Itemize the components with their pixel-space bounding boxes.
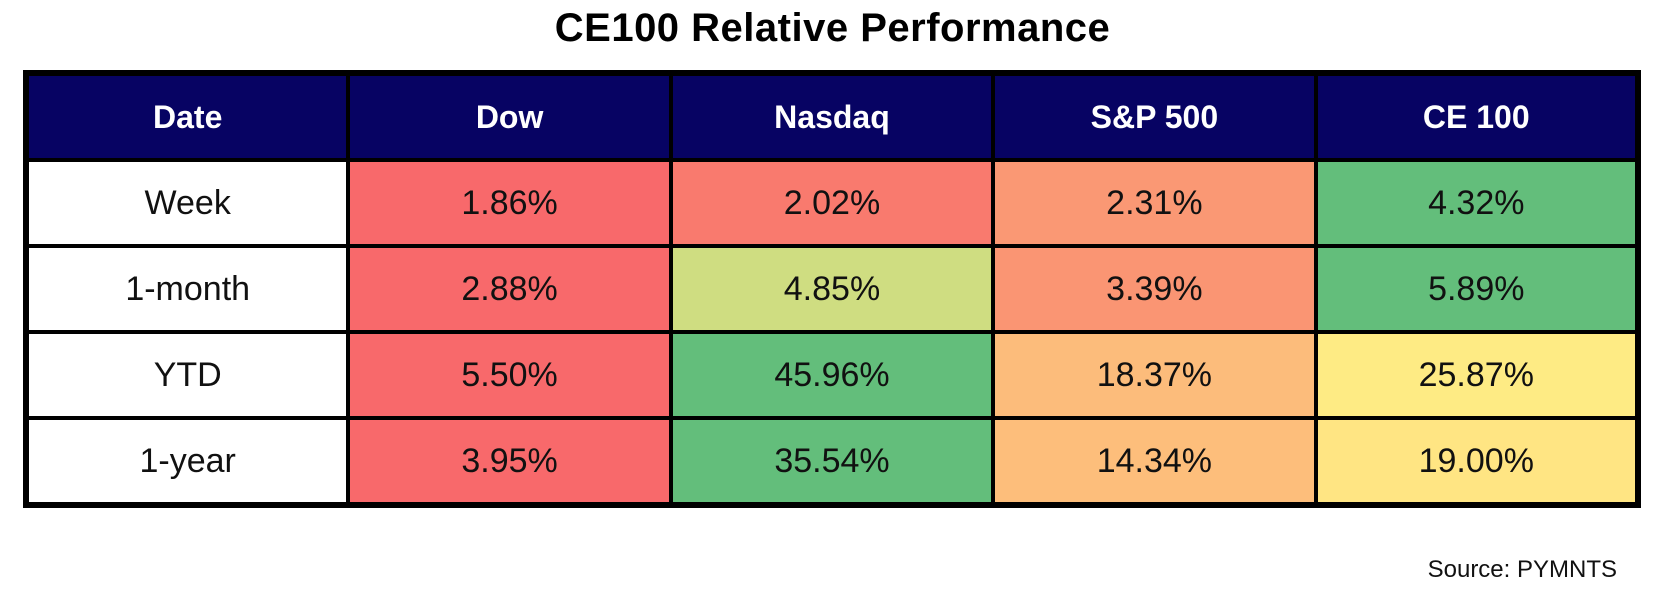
table-row-1-month: 1-month 2.88% 4.85% 3.39% 5.89% — [23, 244, 1641, 334]
performance-table: Date Dow Nasdaq S&P 500 CE 100 Week 1.86… — [23, 70, 1641, 508]
cell-week-sp500: 2.31% — [991, 158, 1318, 248]
row-label-1-year: 1-year — [23, 416, 351, 507]
header-cell-date: Date — [23, 71, 351, 162]
page-title: CE100 Relative Performance — [554, 6, 1111, 50]
row-label-week: Week — [23, 158, 351, 248]
header-cell-dow: Dow — [346, 71, 673, 162]
table-row-1-year: 1-year 3.95% 35.54% 14.34% 19.00% — [23, 416, 1641, 507]
header-cell-ce100: CE 100 — [1313, 71, 1641, 162]
cell-1-year-nasdaq: 35.54% — [668, 416, 996, 507]
cell-ytd-nasdaq: 45.96% — [668, 330, 996, 420]
cell-1-month-sp500: 3.39% — [991, 244, 1318, 334]
cell-week-nasdaq: 2.02% — [668, 158, 996, 248]
cell-1-month-ce100: 5.89% — [1313, 244, 1641, 334]
table-row-ytd: YTD 5.50% 45.96% 18.37% 25.87% — [23, 330, 1641, 420]
row-label-ytd: YTD — [23, 330, 351, 420]
cell-1-year-ce100: 19.00% — [1313, 416, 1641, 507]
cell-1-month-nasdaq: 4.85% — [668, 244, 996, 334]
header-row: Date Dow Nasdaq S&P 500 CE 100 — [23, 71, 1641, 162]
cell-ytd-dow: 5.50% — [346, 330, 673, 420]
cell-week-ce100: 4.32% — [1313, 158, 1641, 248]
source-attribution: Source: PYMNTS — [1427, 556, 1617, 583]
cell-1-year-sp500: 14.34% — [991, 416, 1318, 507]
cell-1-month-dow: 2.88% — [346, 244, 673, 334]
row-label-1-month: 1-month — [23, 244, 351, 334]
cell-ytd-ce100: 25.87% — [1313, 330, 1641, 420]
cell-ytd-sp500: 18.37% — [991, 330, 1318, 420]
header-cell-sp500: S&P 500 — [991, 71, 1318, 162]
header-cell-nasdaq: Nasdaq — [668, 71, 996, 162]
cell-1-year-dow: 3.95% — [346, 416, 673, 507]
cell-week-dow: 1.86% — [346, 158, 673, 248]
table-row-week: Week 1.86% 2.02% 2.31% 4.32% — [23, 158, 1641, 248]
